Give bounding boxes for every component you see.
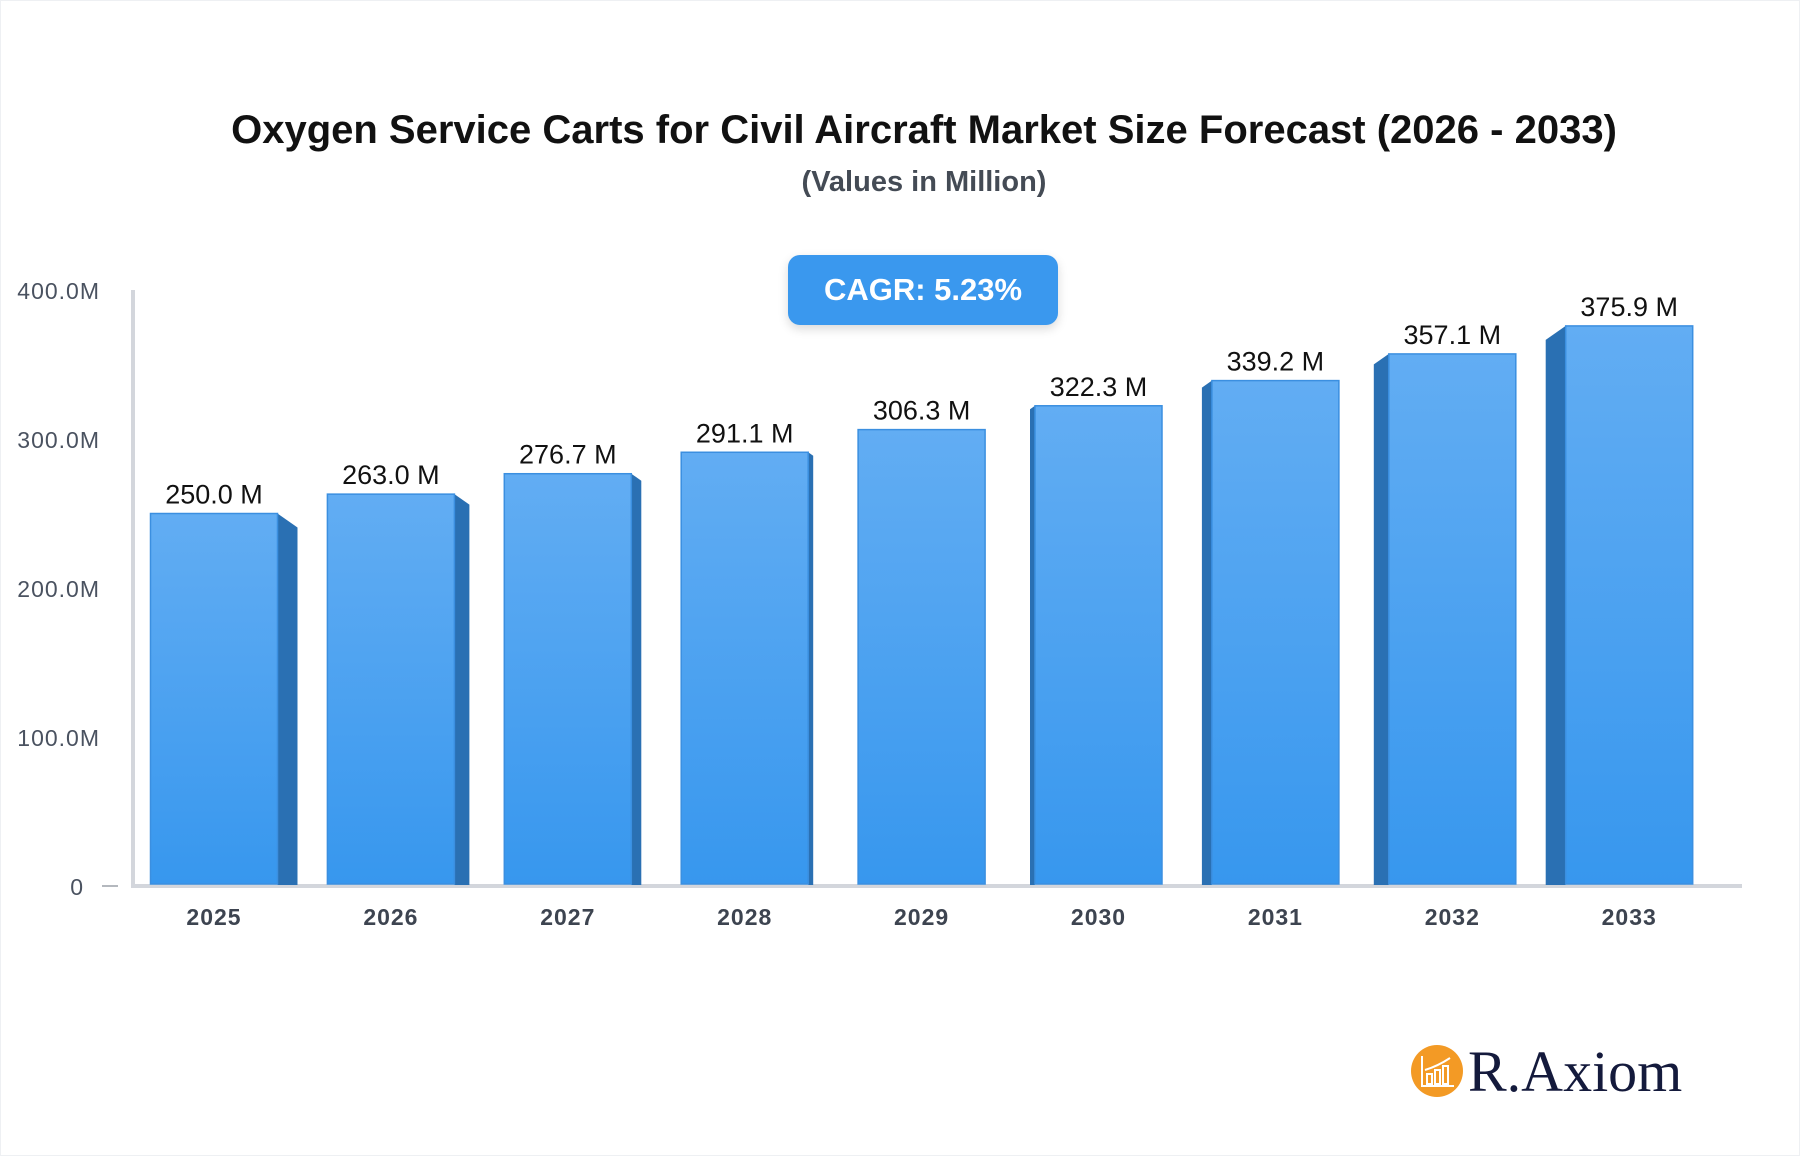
y-tick-label: 200.0M — [17, 576, 100, 602]
bar-chart-growth-icon — [1411, 1045, 1463, 1097]
y-tick-label: 0 — [70, 874, 84, 900]
data-label: 276.7 M — [519, 440, 617, 470]
bar-side — [631, 473, 642, 885]
cagr-badge: CAGR: 5.23% — [788, 255, 1058, 325]
chart-title: Oxygen Service Carts for Civil Aircraft … — [231, 108, 1617, 152]
bar — [1564, 325, 1694, 885]
data-label: 357.1 M — [1404, 320, 1502, 350]
y-tick-label: 300.0M — [17, 427, 100, 453]
x-tick-label: 2033 — [1602, 904, 1657, 930]
data-label: 263.0 M — [342, 460, 440, 490]
bar-side — [1545, 325, 1566, 885]
bar — [503, 472, 633, 885]
chart-subtitle: (Values in Million) — [801, 166, 1047, 198]
x-tick-label: 2030 — [1071, 904, 1126, 930]
brand-logo: R.Axiom — [1410, 1038, 1683, 1104]
data-label: 250.0 M — [165, 480, 263, 510]
data-label: 375.9 M — [1580, 292, 1678, 322]
x-tick-label: 2028 — [717, 904, 772, 930]
bar-side — [808, 452, 814, 885]
x-tick-label: 2029 — [894, 904, 949, 930]
bar-side — [1201, 380, 1212, 885]
x-tick-label: 2026 — [363, 904, 418, 930]
bar-side — [1373, 353, 1389, 885]
bar — [1388, 353, 1517, 885]
data-label: 306.3 M — [873, 396, 971, 426]
data-label: 322.3 M — [1050, 372, 1148, 402]
x-tick-label: 2027 — [540, 904, 595, 930]
y-tick-label: 400.0M — [17, 278, 100, 304]
y-tick-label: 100.0M — [17, 725, 100, 751]
x-tick-label: 2025 — [186, 904, 241, 930]
bar — [857, 428, 986, 885]
bar — [680, 451, 809, 885]
bar — [326, 493, 456, 885]
bar-side — [277, 513, 298, 885]
bar — [1211, 379, 1340, 885]
bar-side — [1030, 405, 1035, 885]
bar — [1034, 405, 1163, 885]
brand-name: R.Axiom — [1468, 1038, 1683, 1104]
data-label: 339.2 M — [1227, 347, 1325, 377]
bar — [149, 512, 279, 885]
x-tick-label: 2032 — [1425, 904, 1480, 930]
x-tick-label: 2031 — [1248, 904, 1303, 930]
data-label: 291.1 M — [696, 418, 794, 448]
bar-side — [454, 494, 470, 885]
